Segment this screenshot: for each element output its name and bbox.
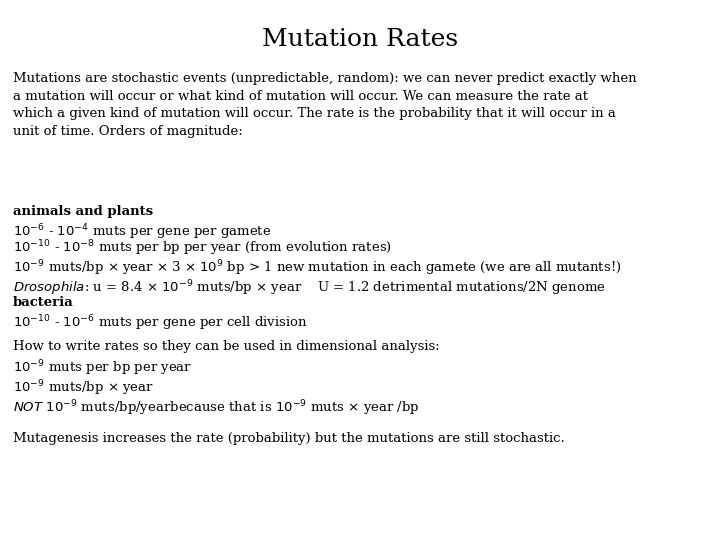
Text: $10^{-9}$ muts/bp $\times$ year: $10^{-9}$ muts/bp $\times$ year (13, 378, 154, 397)
Text: Mutations are stochastic events (unpredictable, random): we can never predict ex: Mutations are stochastic events (unpredi… (13, 72, 636, 138)
Text: $\mathbf{\mathit{NOT}}$ $10^{-9}$ muts/bp/yearbecause that is $10^{-9}$ muts $\t: $\mathbf{\mathit{NOT}}$ $10^{-9}$ muts/b… (13, 398, 420, 417)
Text: $10^{-10}$ - $10^{-8}$ muts per bp per year (from evolution rates): $10^{-10}$ - $10^{-8}$ muts per bp per y… (13, 238, 392, 258)
Text: $10^{-9}$ muts per bp per year: $10^{-9}$ muts per bp per year (13, 358, 192, 377)
Text: $\it{Drosophila}$: u = 8.4 $\times$ $10^{-9}$ muts/bp $\times$ year    U = 1.2 d: $\it{Drosophila}$: u = 8.4 $\times$ $10^… (13, 278, 606, 298)
Text: animals and plants: animals and plants (13, 205, 153, 218)
Text: Mutation Rates: Mutation Rates (262, 28, 458, 51)
Text: $10^{-9}$ muts/bp $\times$ year $\times$ 3 $\times$ $10^{9}$ bp > 1 new mutation: $10^{-9}$ muts/bp $\times$ year $\times$… (13, 258, 621, 278)
Text: Mutagenesis increases the rate (probability) but the mutations are still stochas: Mutagenesis increases the rate (probabil… (13, 432, 564, 445)
Text: bacteria: bacteria (13, 296, 73, 309)
Text: $10^{-6}$ - $10^{-4}$ muts per gene per gamete: $10^{-6}$ - $10^{-4}$ muts per gene per … (13, 222, 271, 241)
Text: $10^{-10}$ - $10^{-6}$ muts per gene per cell division: $10^{-10}$ - $10^{-6}$ muts per gene per… (13, 313, 307, 333)
Text: How to write rates so they can be used in dimensional analysis:: How to write rates so they can be used i… (13, 340, 440, 353)
